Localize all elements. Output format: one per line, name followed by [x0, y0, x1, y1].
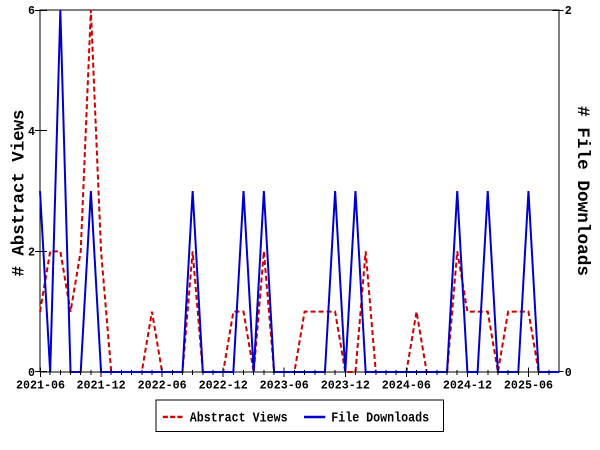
svg-text:# File Downloads: # File Downloads: [572, 106, 592, 276]
svg-text:Abstract Views: Abstract Views: [190, 411, 288, 427]
svg-text:2023-06: 2023-06: [260, 378, 309, 392]
svg-text:2: 2: [565, 4, 572, 18]
svg-text:2024-06: 2024-06: [382, 378, 431, 392]
svg-text:2024-12: 2024-12: [443, 378, 492, 392]
svg-text:2023-12: 2023-12: [321, 378, 370, 392]
svg-text:0: 0: [565, 366, 572, 380]
svg-text:2021-06: 2021-06: [16, 378, 65, 392]
svg-text:2022-06: 2022-06: [138, 378, 187, 392]
svg-text:2021-12: 2021-12: [77, 378, 126, 392]
svg-text:4: 4: [28, 125, 35, 139]
svg-text:File Downloads: File Downloads: [331, 411, 429, 427]
svg-text:2025-06: 2025-06: [504, 378, 553, 392]
svg-text:0: 0: [28, 366, 35, 380]
svg-text:# Abstract Views: # Abstract Views: [9, 110, 29, 277]
svg-text:2: 2: [28, 246, 35, 260]
svg-text:2022-12: 2022-12: [199, 378, 248, 392]
svg-text:6: 6: [28, 4, 35, 18]
